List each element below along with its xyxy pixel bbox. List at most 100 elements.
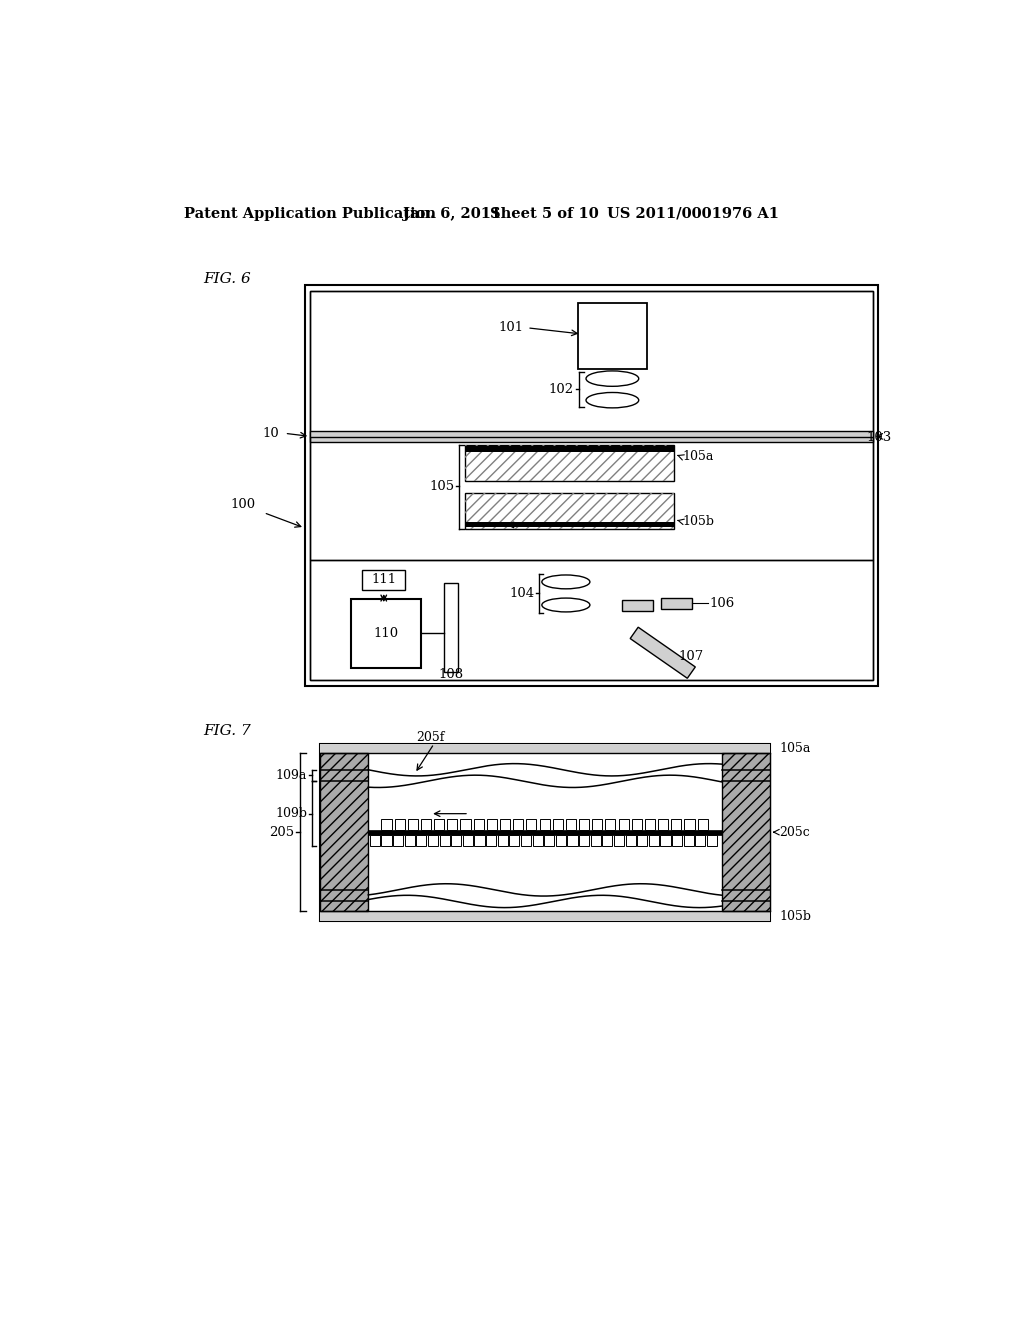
Text: 109a: 109a bbox=[275, 768, 307, 781]
Text: 205f: 205f bbox=[416, 731, 444, 744]
Bar bbox=[474, 818, 483, 830]
Text: 109b: 109b bbox=[275, 807, 307, 820]
Bar bbox=[393, 836, 403, 846]
Bar bbox=[532, 836, 543, 846]
Bar bbox=[521, 836, 531, 846]
Text: Sheet 5 of 10: Sheet 5 of 10 bbox=[489, 207, 599, 220]
Text: 106: 106 bbox=[710, 597, 734, 610]
Ellipse shape bbox=[542, 598, 590, 612]
Bar bbox=[556, 836, 566, 846]
Bar bbox=[321, 911, 770, 921]
Bar bbox=[486, 818, 497, 830]
Bar bbox=[439, 836, 450, 846]
Text: FIG. 6: FIG. 6 bbox=[203, 272, 251, 286]
Bar bbox=[305, 285, 879, 686]
Bar bbox=[623, 601, 653, 611]
Text: 104: 104 bbox=[509, 587, 535, 601]
Bar bbox=[566, 818, 575, 830]
Text: 105a: 105a bbox=[682, 450, 714, 463]
Bar bbox=[630, 627, 695, 678]
Text: 105b: 105b bbox=[779, 909, 811, 923]
Bar bbox=[310, 560, 872, 681]
Bar bbox=[408, 818, 418, 830]
Bar bbox=[526, 818, 537, 830]
Bar bbox=[321, 743, 770, 752]
Bar bbox=[417, 836, 426, 846]
Bar bbox=[381, 818, 391, 830]
Bar bbox=[579, 818, 589, 830]
Bar bbox=[394, 818, 404, 830]
Text: 111: 111 bbox=[371, 573, 396, 586]
Bar bbox=[465, 521, 675, 527]
Bar bbox=[428, 836, 438, 846]
Bar bbox=[637, 836, 647, 846]
Bar bbox=[498, 836, 508, 846]
Bar bbox=[381, 836, 391, 846]
Bar bbox=[614, 836, 624, 846]
Bar bbox=[567, 836, 578, 846]
Bar bbox=[321, 752, 369, 911]
Bar bbox=[463, 836, 473, 846]
Bar bbox=[672, 836, 682, 846]
Bar bbox=[684, 818, 694, 830]
Bar bbox=[465, 446, 675, 451]
Bar bbox=[553, 818, 563, 830]
Bar bbox=[310, 437, 872, 561]
Bar bbox=[362, 570, 406, 590]
Bar bbox=[579, 836, 589, 846]
Text: 105b: 105b bbox=[682, 515, 714, 528]
Bar bbox=[310, 290, 872, 681]
Bar bbox=[465, 445, 675, 480]
Bar bbox=[500, 818, 510, 830]
Bar bbox=[618, 818, 629, 830]
Bar bbox=[645, 818, 655, 830]
Bar bbox=[660, 836, 671, 846]
Text: 105a: 105a bbox=[779, 742, 810, 755]
Bar bbox=[474, 836, 484, 846]
Text: 110: 110 bbox=[374, 627, 398, 640]
Bar bbox=[444, 583, 458, 672]
Bar bbox=[369, 830, 722, 836]
Text: 205c: 205c bbox=[779, 825, 810, 838]
Bar bbox=[509, 836, 519, 846]
Bar bbox=[321, 743, 770, 921]
Text: 108: 108 bbox=[438, 668, 464, 681]
Bar bbox=[684, 836, 693, 846]
Bar bbox=[465, 445, 675, 480]
Bar bbox=[434, 818, 444, 830]
Text: FIG. 7: FIG. 7 bbox=[203, 725, 251, 738]
Ellipse shape bbox=[586, 371, 639, 387]
Text: Patent Application Publication: Patent Application Publication bbox=[183, 207, 436, 220]
Bar bbox=[461, 818, 471, 830]
Bar bbox=[707, 836, 717, 846]
Bar bbox=[662, 598, 692, 609]
Bar bbox=[513, 818, 523, 830]
Bar bbox=[602, 836, 612, 846]
Bar bbox=[649, 836, 658, 846]
Bar bbox=[351, 599, 421, 668]
Bar bbox=[465, 492, 675, 529]
Bar bbox=[591, 836, 601, 846]
Ellipse shape bbox=[586, 392, 639, 408]
Text: 100: 100 bbox=[230, 499, 256, 511]
Ellipse shape bbox=[542, 576, 590, 589]
Bar bbox=[695, 836, 706, 846]
Bar bbox=[544, 836, 554, 846]
Text: 205: 205 bbox=[269, 825, 295, 838]
Bar bbox=[697, 818, 708, 830]
Bar bbox=[658, 818, 669, 830]
Bar bbox=[626, 836, 636, 846]
Bar bbox=[404, 836, 415, 846]
Bar bbox=[370, 836, 380, 846]
Text: 103: 103 bbox=[866, 432, 891, 445]
Text: Jan. 6, 2011: Jan. 6, 2011 bbox=[403, 207, 502, 220]
Bar bbox=[672, 818, 681, 830]
Text: 105: 105 bbox=[429, 480, 455, 492]
Text: 10: 10 bbox=[262, 426, 280, 440]
Bar bbox=[632, 818, 642, 830]
Bar bbox=[486, 836, 496, 846]
Bar bbox=[310, 290, 872, 437]
Bar bbox=[465, 492, 675, 529]
Text: US 2011/0001976 A1: US 2011/0001976 A1 bbox=[607, 207, 779, 220]
Bar bbox=[578, 304, 647, 368]
